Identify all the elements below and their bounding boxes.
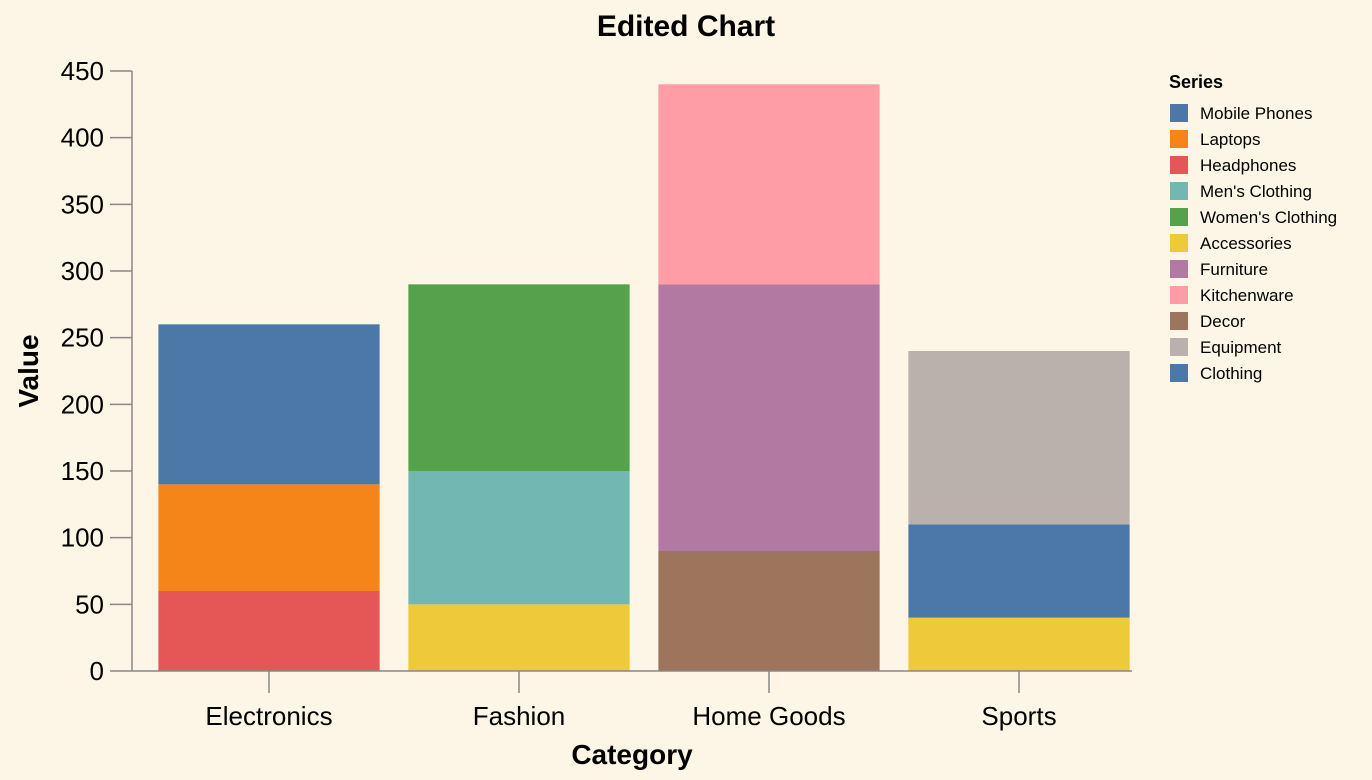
- y-tick-label: 200: [61, 389, 104, 419]
- bars-layer: [158, 84, 1130, 671]
- bar-segment[interactable]: [158, 324, 380, 485]
- legend-item[interactable]: Women's Clothing: [1170, 208, 1337, 227]
- y-tick-label: 350: [61, 189, 104, 219]
- legend-swatch: [1170, 286, 1188, 304]
- legend-label: Laptops: [1200, 130, 1261, 149]
- bar-segment[interactable]: [908, 351, 1130, 525]
- legend-swatch: [1170, 208, 1188, 226]
- legend-item[interactable]: Laptops: [1170, 130, 1261, 149]
- y-tick-label: 0: [90, 656, 104, 686]
- legend-item[interactable]: Equipment: [1170, 338, 1282, 357]
- bar-segment[interactable]: [908, 617, 1130, 671]
- legend-item[interactable]: Headphones: [1170, 156, 1296, 175]
- x-tick-label: Fashion: [473, 701, 566, 731]
- y-tick-label: 250: [61, 323, 104, 353]
- legend-swatch: [1170, 182, 1188, 200]
- legend-label: Kitchenware: [1200, 286, 1294, 305]
- legend-label: Furniture: [1200, 260, 1268, 279]
- bar-segment[interactable]: [158, 484, 380, 591]
- legend-swatch: [1170, 364, 1188, 382]
- bar-segment[interactable]: [658, 551, 880, 671]
- legend-swatch: [1170, 338, 1188, 356]
- legend-swatch: [1170, 104, 1188, 122]
- y-tick-label: 100: [61, 523, 104, 553]
- legend-label: Clothing: [1200, 364, 1262, 383]
- x-axis: Electronics Fashion Home Goods Sports: [132, 670, 1132, 731]
- bar-segment[interactable]: [408, 284, 630, 471]
- legend-label: Men's Clothing: [1200, 182, 1312, 201]
- legend-item[interactable]: Mobile Phones: [1170, 104, 1312, 123]
- chart-title: Edited Chart: [597, 10, 775, 43]
- legend-item[interactable]: Men's Clothing: [1170, 182, 1312, 201]
- legend-item[interactable]: Kitchenware: [1170, 286, 1294, 305]
- y-tick-label: 150: [61, 456, 104, 486]
- legend-item[interactable]: Accessories: [1170, 234, 1292, 253]
- legend-label: Women's Clothing: [1200, 208, 1337, 227]
- legend-label: Equipment: [1200, 338, 1282, 357]
- legend-swatch: [1170, 234, 1188, 252]
- bar-segment[interactable]: [658, 284, 880, 551]
- legend-swatch: [1170, 260, 1188, 278]
- legend-item[interactable]: Decor: [1170, 312, 1246, 331]
- legend-swatch: [1170, 312, 1188, 330]
- bar-segment[interactable]: [908, 524, 1130, 618]
- y-axis: 0 50 100 150 200 250 300 350 400 450: [61, 56, 133, 686]
- x-axis-title: Category: [571, 739, 693, 770]
- x-tick-label: Home Goods: [692, 701, 845, 731]
- legend-items: Mobile Phones Laptops Headphones Men's Clot…: [1170, 104, 1337, 383]
- legend: Series Mobile Phones Laptops Headphones Men…: [1169, 72, 1337, 383]
- legend-label: Headphones: [1200, 156, 1296, 175]
- legend-swatch: [1170, 156, 1188, 174]
- legend-item[interactable]: Furniture: [1170, 260, 1268, 279]
- y-tick-label: 300: [61, 256, 104, 286]
- bar-segment[interactable]: [408, 471, 630, 605]
- legend-title: Series: [1169, 72, 1223, 92]
- x-tick-label: Sports: [981, 701, 1056, 731]
- bar-segment[interactable]: [158, 591, 380, 671]
- legend-label: Decor: [1200, 312, 1246, 331]
- y-tick-label: 400: [61, 123, 104, 153]
- bar-segment[interactable]: [408, 604, 630, 671]
- legend-item[interactable]: Clothing: [1170, 364, 1262, 383]
- bar-segment[interactable]: [658, 84, 880, 285]
- legend-label: Accessories: [1200, 234, 1292, 253]
- y-tick-label: 50: [75, 589, 104, 619]
- x-tick-label: Electronics: [205, 701, 332, 731]
- y-axis-title: Value: [13, 334, 44, 407]
- legend-label: Mobile Phones: [1200, 104, 1312, 123]
- legend-swatch: [1170, 130, 1188, 148]
- y-tick-label: 450: [61, 56, 104, 86]
